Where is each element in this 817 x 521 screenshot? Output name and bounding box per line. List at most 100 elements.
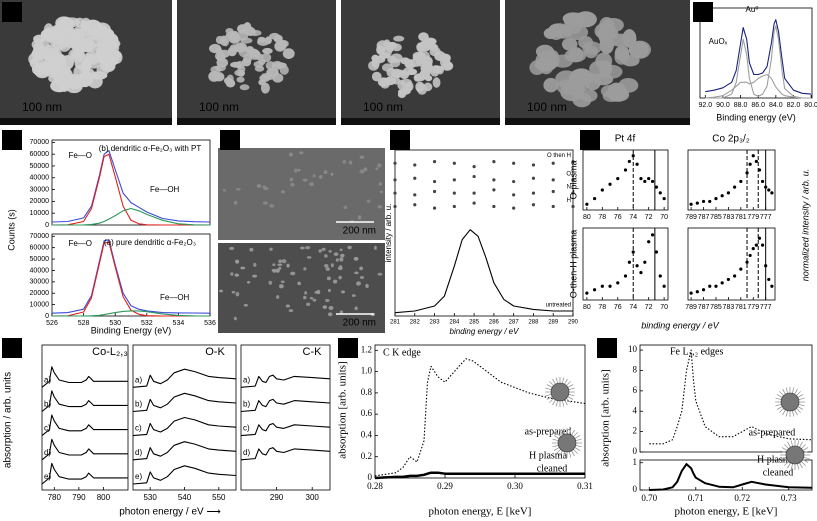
particle	[75, 40, 88, 54]
data-point	[551, 204, 555, 209]
x-tick-label: 0.71	[688, 493, 704, 503]
x-axis-label: binding energy / eV	[641, 320, 720, 330]
particle	[298, 151, 304, 155]
series-label: d)	[243, 448, 250, 457]
annotation: Fe L₃,₂ edges	[670, 346, 723, 357]
data-point	[767, 188, 771, 192]
particle	[375, 167, 379, 171]
particle	[225, 28, 234, 35]
plot-frame	[51, 139, 211, 226]
data-line	[240, 398, 331, 413]
data-point	[472, 174, 476, 179]
particle	[73, 65, 85, 80]
particle	[260, 82, 270, 94]
data-point	[531, 203, 536, 207]
particle	[265, 61, 276, 70]
particle	[348, 160, 353, 165]
data-point	[658, 191, 662, 195]
data-point	[739, 179, 743, 184]
data-point	[585, 202, 589, 206]
x-tick-label: 84.0	[769, 102, 783, 109]
particle	[377, 272, 383, 276]
particle	[278, 259, 283, 263]
y-tick-label: 0.8	[361, 387, 373, 397]
chart: 789 787 785 783 781 779 777 Co 2p₃/₂ normalized …	[685, 134, 810, 282]
y-tick-label: 2	[633, 426, 638, 436]
y-tick-label: 0	[45, 222, 49, 229]
annotation: Fe—O	[68, 151, 92, 160]
particle	[304, 291, 308, 295]
x-tick-label: 74	[629, 304, 637, 311]
chart: 80 78 76 74 72 70 binding energy / eV O-then-H …	[568, 227, 720, 330]
data-point	[726, 277, 730, 282]
particle	[60, 66, 71, 77]
particle-icon	[780, 392, 800, 412]
y-tick-label: 20000	[30, 290, 50, 297]
y-tick-label: 10	[628, 344, 638, 354]
x-tick-label: 781	[735, 304, 747, 311]
particle	[262, 47, 273, 55]
data-point	[413, 193, 417, 197]
data-point	[432, 206, 437, 210]
panel-badge	[2, 130, 22, 150]
particle	[568, 47, 584, 62]
particle	[33, 34, 46, 44]
particle	[387, 55, 397, 64]
plot-frame	[240, 344, 331, 491]
data-point	[689, 291, 693, 295]
data-point	[452, 204, 456, 209]
panel-label: b	[698, 4, 708, 21]
data-point	[714, 196, 718, 201]
y-tick-label: 50000	[30, 163, 50, 170]
particle	[246, 280, 251, 284]
particle	[236, 187, 241, 191]
data-line	[41, 414, 128, 437]
particle	[407, 68, 418, 76]
particle	[379, 190, 384, 194]
y-tick-label: 4	[633, 405, 638, 415]
annotation: Fe—O	[68, 239, 92, 248]
x-tick-label: 779	[747, 304, 759, 311]
data-point	[701, 288, 706, 292]
panel-label: c	[8, 132, 17, 149]
data-point	[748, 162, 752, 166]
x-tick-label: 0.31	[577, 481, 593, 491]
particle	[280, 280, 285, 284]
data-point	[393, 204, 397, 209]
x-axis-label: binding energy / eV	[450, 327, 520, 336]
particle	[371, 71, 382, 82]
plot-frame	[639, 344, 813, 453]
particle	[290, 271, 296, 276]
particle	[297, 168, 301, 172]
series-label: O	[566, 171, 571, 177]
data-point	[647, 176, 651, 181]
data-point	[635, 162, 639, 166]
panel-label: d	[225, 132, 235, 149]
x-tick-label: 70	[660, 304, 668, 311]
particle	[347, 245, 352, 250]
particle	[354, 306, 358, 311]
series-label: N	[567, 185, 571, 191]
annotation: (b) dendritic α-Fe₂O₃ with PT	[99, 144, 202, 153]
particle	[219, 289, 223, 293]
x-tick-label: 530	[109, 320, 121, 327]
y-tick-label: 1.0	[361, 366, 373, 376]
particle-icon	[557, 433, 577, 453]
particle	[248, 49, 261, 60]
particle	[405, 59, 415, 69]
particle	[582, 41, 602, 55]
data-line	[240, 447, 331, 461]
particle	[236, 76, 245, 83]
particle	[278, 266, 282, 270]
x-tick-label: 80.0	[804, 102, 817, 109]
y-axis-label: absorption [arb. units]	[337, 361, 349, 458]
data-line	[132, 441, 237, 461]
particle	[431, 44, 439, 53]
panel-badge	[2, 338, 22, 358]
annotation: as-prepared	[749, 427, 796, 438]
particle	[570, 68, 593, 86]
y-tick-label: 20000	[30, 198, 50, 205]
particle	[378, 182, 382, 186]
